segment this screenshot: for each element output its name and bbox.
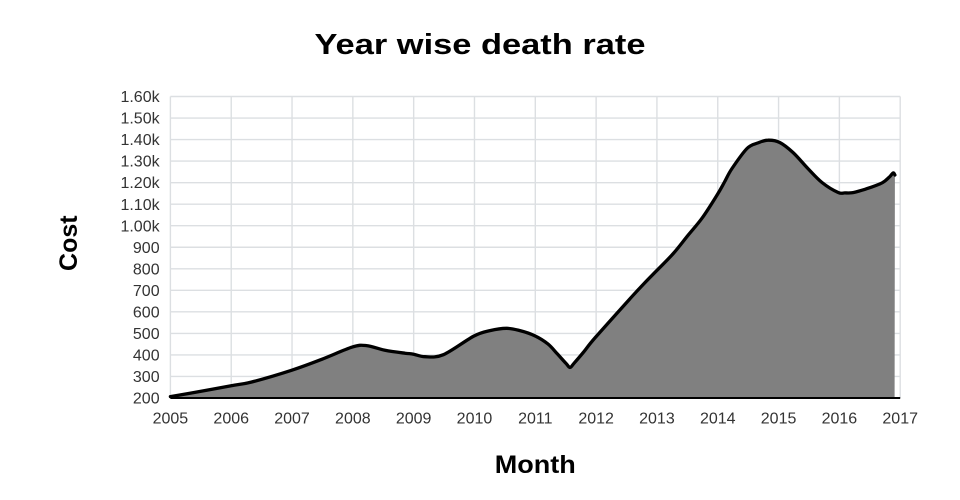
- svg-text:900: 900: [133, 240, 160, 257]
- svg-text:2005: 2005: [153, 411, 189, 428]
- svg-text:1.40k: 1.40k: [120, 132, 160, 149]
- svg-text:2009: 2009: [396, 411, 432, 428]
- svg-text:2008: 2008: [335, 411, 371, 428]
- svg-text:200: 200: [133, 391, 160, 408]
- svg-text:400: 400: [133, 348, 160, 365]
- svg-text:2007: 2007: [274, 411, 310, 428]
- svg-text:1.20k: 1.20k: [120, 175, 160, 192]
- svg-text:1.00k: 1.00k: [120, 218, 160, 235]
- svg-text:2006: 2006: [213, 411, 249, 428]
- svg-text:800: 800: [133, 261, 160, 278]
- svg-text:1.50k: 1.50k: [120, 111, 160, 128]
- svg-text:1.10k: 1.10k: [120, 197, 160, 214]
- svg-text:2012: 2012: [578, 411, 614, 428]
- svg-text:500: 500: [133, 326, 160, 343]
- svg-text:2013: 2013: [639, 411, 675, 428]
- svg-text:600: 600: [133, 304, 160, 321]
- svg-text:Cost: Cost: [55, 215, 83, 271]
- svg-text:1.60k: 1.60k: [120, 89, 160, 106]
- svg-text:Month: Month: [495, 451, 576, 479]
- svg-text:2010: 2010: [457, 411, 493, 428]
- svg-text:1.30k: 1.30k: [120, 154, 160, 171]
- svg-text:2016: 2016: [822, 411, 858, 428]
- svg-text:300: 300: [133, 369, 160, 386]
- svg-text:Year wise death rate: Year wise death rate: [315, 29, 646, 61]
- svg-text:700: 700: [133, 283, 160, 300]
- svg-text:2015: 2015: [761, 411, 797, 428]
- svg-text:2017: 2017: [882, 411, 918, 428]
- svg-text:2011: 2011: [518, 411, 553, 428]
- svg-text:2014: 2014: [700, 411, 736, 428]
